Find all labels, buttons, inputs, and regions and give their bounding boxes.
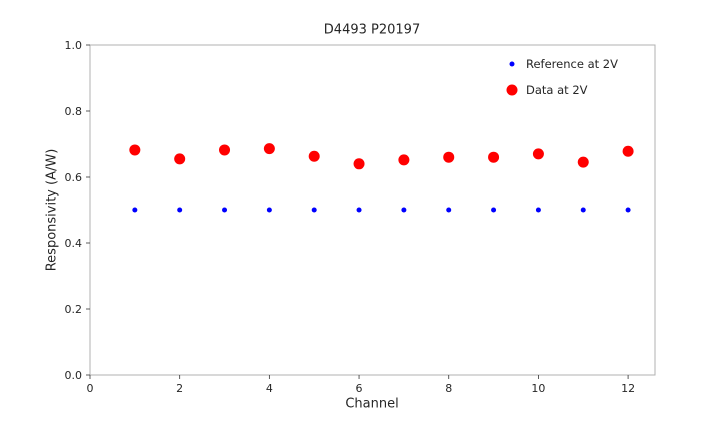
x-tick-label: 0: [87, 382, 94, 395]
data-point: [401, 207, 407, 213]
data-point: [219, 144, 231, 156]
data-point: [580, 207, 586, 213]
legend-marker: [509, 61, 515, 67]
data-point: [491, 207, 497, 213]
y-tick-label: 1.0: [65, 39, 83, 52]
data-point: [263, 143, 275, 155]
data-point: [356, 207, 362, 213]
data-point: [446, 207, 452, 213]
data-point: [266, 207, 272, 213]
legend-label: Data at 2V: [526, 83, 588, 97]
legend-label: Reference at 2V: [526, 57, 618, 71]
legend-marker: [506, 84, 518, 96]
data-point: [625, 207, 631, 213]
data-point: [443, 151, 455, 163]
y-tick-label: 0.0: [65, 369, 83, 382]
data-point: [311, 207, 317, 213]
y-tick-label: 0.6: [65, 171, 83, 184]
x-tick-label: 4: [266, 382, 273, 395]
chart-title: D4493 P20197: [323, 22, 421, 38]
data-point: [353, 158, 365, 170]
y-tick-label: 0.8: [65, 105, 83, 118]
data-point: [129, 144, 141, 156]
data-point: [532, 148, 544, 160]
data-point: [398, 154, 410, 166]
data-point: [222, 207, 228, 213]
x-axis-label: Channel: [345, 396, 399, 412]
plot-frame: [89, 44, 656, 376]
data-point: [577, 156, 589, 168]
x-tick-label: 6: [356, 382, 363, 395]
y-tick-label: 0.4: [65, 237, 83, 250]
x-tick-label: 8: [445, 382, 452, 395]
x-tick-label: 2: [176, 382, 183, 395]
data-point: [174, 153, 186, 165]
y-tick-label: 0.2: [65, 303, 83, 316]
x-tick-label: 10: [531, 382, 545, 395]
data-point: [488, 151, 500, 163]
data-point: [308, 150, 320, 162]
data-point: [622, 145, 634, 157]
data-point: [132, 207, 138, 213]
data-point: [535, 207, 541, 213]
data-point: [177, 207, 183, 213]
x-tick-label: 12: [621, 382, 635, 395]
